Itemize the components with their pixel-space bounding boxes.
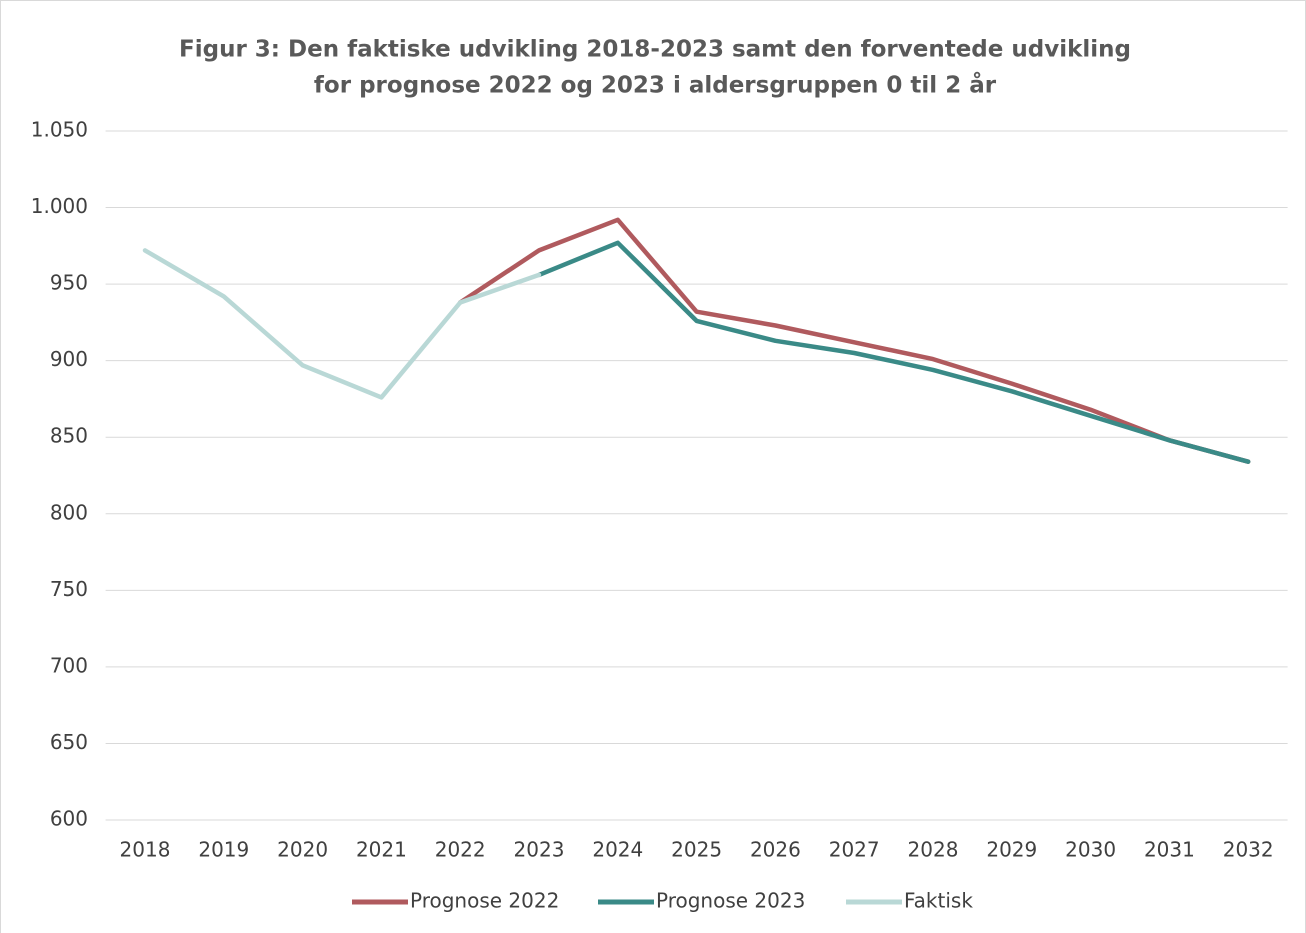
x-tick-label: 2029	[986, 838, 1037, 862]
y-tick-label: 650	[50, 730, 88, 754]
x-tick-label: 2030	[1065, 838, 1116, 862]
chart-title: Figur 3: Den faktiske udvikling 2018-202…	[179, 37, 1131, 63]
y-tick-label: 800	[50, 500, 88, 524]
series-line	[536, 240, 1251, 464]
x-tick-label: 2021	[356, 838, 407, 862]
y-tick-label: 600	[50, 807, 88, 831]
legend-label: Prognose 2023	[656, 889, 805, 913]
x-tick-label: 2023	[514, 838, 565, 862]
series-line	[457, 217, 1251, 464]
x-tick-label: 2024	[592, 838, 643, 862]
x-tick-label: 2028	[908, 838, 959, 862]
x-tick-label: 2032	[1223, 838, 1274, 862]
y-tick-label: 1.000	[31, 194, 88, 218]
y-tick-label: 700	[50, 653, 88, 677]
x-tick-label: 2031	[1144, 838, 1195, 862]
x-tick-label: 2020	[277, 838, 328, 862]
x-tick-label: 2025	[671, 838, 722, 862]
y-tick-label: 950	[50, 271, 88, 295]
y-tick-label: 900	[50, 347, 88, 371]
x-tick-label: 2027	[829, 838, 880, 862]
x-tick-label: 2026	[750, 838, 801, 862]
series-line	[142, 248, 542, 400]
y-tick-label: 850	[50, 424, 88, 448]
y-tick-label: 1.050	[31, 118, 88, 142]
chart-title-line2: for prognose 2022 og 2023 i aldersgruppe…	[314, 72, 997, 99]
y-tick-label: 750	[50, 577, 88, 601]
legend-label: Prognose 2022	[410, 889, 559, 913]
x-tick-label: 2022	[435, 838, 486, 862]
x-tick-label: 2018	[120, 838, 171, 862]
x-tick-label: 2019	[198, 838, 249, 862]
legend-label: Faktisk	[904, 889, 973, 913]
